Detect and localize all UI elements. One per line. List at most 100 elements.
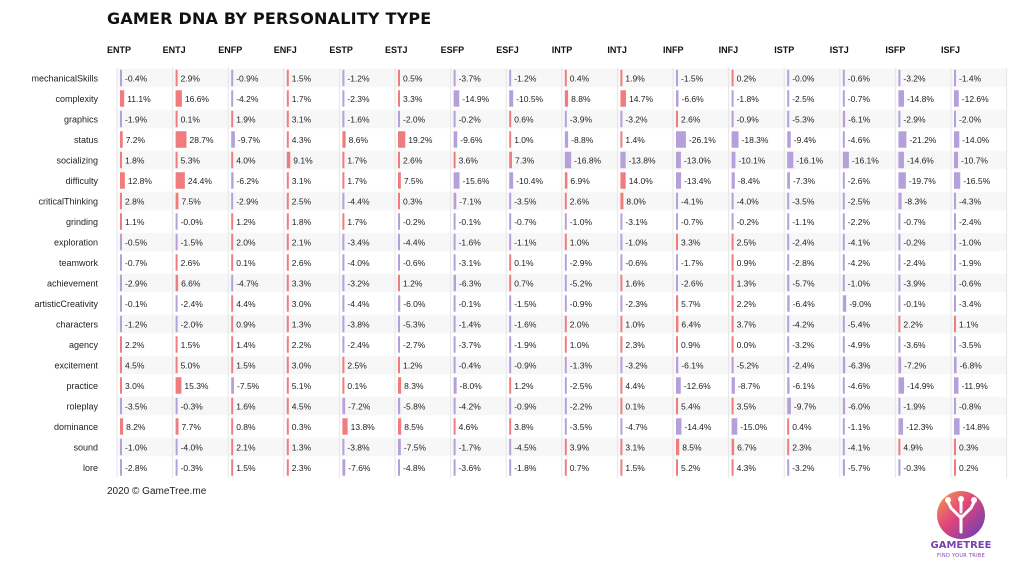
value-label: -5.3% xyxy=(403,320,426,330)
value-bar xyxy=(175,90,182,107)
value-bar xyxy=(175,295,178,312)
value-bar xyxy=(954,459,956,476)
value-label: -2.0% xyxy=(181,320,204,330)
value-label: -2.4% xyxy=(792,238,815,248)
value-label: -1.1% xyxy=(792,217,815,227)
value-label: 3.0% xyxy=(292,299,312,309)
value-label: -13.4% xyxy=(684,176,711,186)
value-bar xyxy=(342,213,345,230)
value-label: 1.3% xyxy=(737,279,757,289)
value-bar xyxy=(842,418,845,435)
column-header: ESFJ xyxy=(496,45,519,55)
row-label: characters xyxy=(56,320,99,330)
value-label: -3.1% xyxy=(459,258,482,268)
value-bar xyxy=(731,315,734,333)
value-label: -1.9% xyxy=(514,340,537,350)
value-bar xyxy=(175,254,178,271)
value-label: 4.3% xyxy=(737,463,757,473)
value-bar xyxy=(842,131,845,148)
value-label: -19.7% xyxy=(909,176,936,186)
value-bar xyxy=(731,192,734,210)
value-label: -2.4% xyxy=(181,299,204,309)
value-bar xyxy=(509,233,512,251)
value-bar xyxy=(342,151,345,169)
value-bar xyxy=(286,438,289,456)
value-bar xyxy=(954,315,956,333)
value-bar xyxy=(731,213,734,230)
row-label: difficulty xyxy=(66,176,99,186)
value-label: 2.1% xyxy=(292,238,312,248)
value-bar xyxy=(286,213,289,230)
value-bar xyxy=(231,192,234,210)
value-label: 2.5% xyxy=(347,361,367,371)
personality-table-chart: ENTP ENTJ ENFP ENFJ ESTP ESTJ ESFP ESFJ INTP INTJ… xyxy=(31,45,1008,478)
value-label: -1.2% xyxy=(514,74,537,84)
value-label: -0.0% xyxy=(181,217,204,227)
value-label: -13.8% xyxy=(629,156,656,166)
value-label: 3.1% xyxy=(292,115,312,125)
value-bar xyxy=(398,397,401,415)
value-bar xyxy=(731,131,739,148)
value-bar xyxy=(120,213,122,230)
value-bar xyxy=(453,151,456,169)
value-bar xyxy=(398,172,401,189)
value-bar xyxy=(842,377,845,394)
value-bar xyxy=(620,438,623,456)
value-label: -7.2% xyxy=(904,361,927,371)
value-label: -5.4% xyxy=(848,320,871,330)
value-label: -14.9% xyxy=(907,381,934,391)
value-label: 8.6% xyxy=(349,135,369,145)
value-label: -6.0% xyxy=(848,402,871,412)
value-bar xyxy=(398,254,400,271)
value-bar xyxy=(175,110,178,128)
value-bar xyxy=(342,110,345,128)
value-label: 9.1% xyxy=(293,156,313,166)
value-label: 11.1% xyxy=(127,94,151,104)
value-label: 1.9% xyxy=(236,115,256,125)
value-label: -4.1% xyxy=(848,238,871,248)
value-bar xyxy=(676,172,682,189)
value-bar xyxy=(286,233,289,251)
value-label: -0.2% xyxy=(903,238,926,248)
value-bar xyxy=(231,90,234,107)
value-label: -0.6% xyxy=(625,258,648,268)
value-bar xyxy=(620,192,624,210)
value-label: 7.2% xyxy=(126,135,146,145)
value-bar xyxy=(509,377,512,394)
value-bar xyxy=(731,233,734,251)
value-bar xyxy=(120,69,122,87)
value-label: 24.4% xyxy=(188,176,213,186)
value-label: -2.6% xyxy=(681,279,704,289)
value-bar xyxy=(453,192,457,210)
value-bar xyxy=(898,151,904,169)
value-label: 3.0% xyxy=(292,361,312,371)
value-label: -0.3% xyxy=(903,463,926,473)
value-label: -4.3% xyxy=(959,197,982,207)
value-label: 0.3% xyxy=(292,422,312,432)
value-bar xyxy=(676,295,679,312)
value-label: -1.9% xyxy=(959,258,982,268)
value-label: -13.0% xyxy=(684,156,711,166)
value-bar xyxy=(787,295,790,312)
value-label: -3.9% xyxy=(903,279,926,289)
value-label: 3.1% xyxy=(292,176,312,186)
value-bar xyxy=(342,418,348,435)
value-bar xyxy=(231,233,234,251)
column-header: ENFJ xyxy=(274,45,297,55)
value-label: 1.0% xyxy=(625,320,645,330)
value-bar xyxy=(564,377,567,394)
value-bar xyxy=(342,315,345,333)
row-label: agency xyxy=(69,340,99,350)
value-bar xyxy=(509,110,512,128)
value-label: -3.4% xyxy=(959,299,982,309)
value-bar xyxy=(676,438,680,456)
value-label: -0.1% xyxy=(125,299,148,309)
value-bar xyxy=(620,90,626,107)
column-header: ESFP xyxy=(441,45,465,55)
value-label: -4.2% xyxy=(459,402,482,412)
value-label: -4.2% xyxy=(848,258,871,268)
value-bar xyxy=(620,377,623,394)
value-label: 0.9% xyxy=(737,258,757,268)
value-bar xyxy=(398,377,402,394)
value-bar xyxy=(509,397,512,415)
